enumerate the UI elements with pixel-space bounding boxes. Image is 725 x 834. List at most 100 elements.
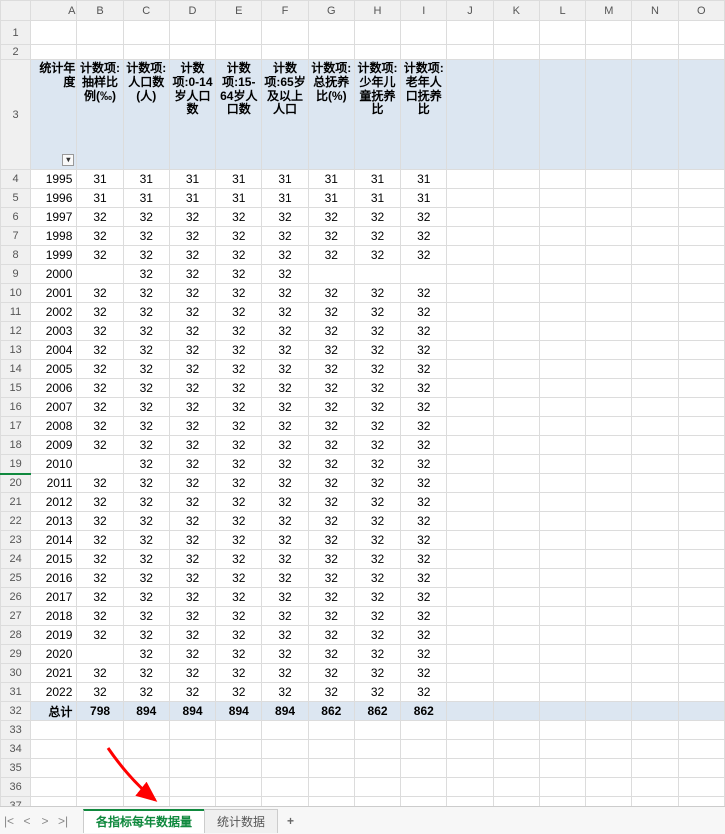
- cell-I12[interactable]: 32: [401, 322, 447, 341]
- cell-C31[interactable]: 32: [123, 683, 169, 702]
- cell-N34[interactable]: [632, 740, 678, 759]
- cell-F28[interactable]: 32: [262, 626, 308, 645]
- cell-D35[interactable]: [169, 759, 215, 778]
- cell-I34[interactable]: [401, 740, 447, 759]
- cell-C24[interactable]: 32: [123, 550, 169, 569]
- column-header-B[interactable]: B: [77, 1, 123, 21]
- column-header-N[interactable]: N: [632, 1, 678, 21]
- column-header-F[interactable]: F: [262, 1, 308, 21]
- cell-J7[interactable]: [447, 227, 493, 246]
- cell-A14[interactable]: 2005: [31, 360, 77, 379]
- cell-C15[interactable]: 32: [123, 379, 169, 398]
- row-header-11[interactable]: 11: [1, 303, 31, 322]
- cell-J30[interactable]: [447, 664, 493, 683]
- cell-L10[interactable]: [539, 284, 585, 303]
- cell-G33[interactable]: [308, 721, 354, 740]
- cell-N31[interactable]: [632, 683, 678, 702]
- cell-G26[interactable]: 32: [308, 588, 354, 607]
- cell-J5[interactable]: [447, 189, 493, 208]
- cell-E13[interactable]: 32: [216, 341, 262, 360]
- cell-N36[interactable]: [632, 778, 678, 797]
- cell-I36[interactable]: [401, 778, 447, 797]
- cell-O10[interactable]: [678, 284, 724, 303]
- cell-J25[interactable]: [447, 569, 493, 588]
- cell-J12[interactable]: [447, 322, 493, 341]
- cell-K17[interactable]: [493, 417, 539, 436]
- cell-B28[interactable]: 32: [77, 626, 123, 645]
- cell-I14[interactable]: 32: [401, 360, 447, 379]
- cell-M27[interactable]: [586, 607, 632, 626]
- cell-B24[interactable]: 32: [77, 550, 123, 569]
- row-header-16[interactable]: 16: [1, 398, 31, 417]
- cell-L6[interactable]: [539, 208, 585, 227]
- row-header-5[interactable]: 5: [1, 189, 31, 208]
- cell-H7[interactable]: 32: [354, 227, 400, 246]
- cell-N4[interactable]: [632, 170, 678, 189]
- cell-B21[interactable]: 32: [77, 493, 123, 512]
- cell-M33[interactable]: [586, 721, 632, 740]
- cell-M28[interactable]: [586, 626, 632, 645]
- cell-D7[interactable]: 32: [169, 227, 215, 246]
- cell-O7[interactable]: [678, 227, 724, 246]
- cell-I19[interactable]: 32: [401, 455, 447, 474]
- cell-J16[interactable]: [447, 398, 493, 417]
- cell-B16[interactable]: 32: [77, 398, 123, 417]
- cell-D31[interactable]: 32: [169, 683, 215, 702]
- cell-A26[interactable]: 2017: [31, 588, 77, 607]
- cell-H35[interactable]: [354, 759, 400, 778]
- cell-M18[interactable]: [586, 436, 632, 455]
- row-header-8[interactable]: 8: [1, 246, 31, 265]
- cell-G29[interactable]: 32: [308, 645, 354, 664]
- cell-I24[interactable]: 32: [401, 550, 447, 569]
- row-header-9[interactable]: 9: [1, 265, 31, 284]
- cell-C25[interactable]: 32: [123, 569, 169, 588]
- cell-E4[interactable]: 31: [216, 170, 262, 189]
- cell-M7[interactable]: [586, 227, 632, 246]
- cell-C6[interactable]: 32: [123, 208, 169, 227]
- cell-A36[interactable]: [31, 778, 77, 797]
- cell-K9[interactable]: [493, 265, 539, 284]
- cell-O28[interactable]: [678, 626, 724, 645]
- cell-F15[interactable]: 32: [262, 379, 308, 398]
- cell-D18[interactable]: 32: [169, 436, 215, 455]
- cell-L36[interactable]: [539, 778, 585, 797]
- cell-H33[interactable]: [354, 721, 400, 740]
- cell-B34[interactable]: [77, 740, 123, 759]
- cell-H15[interactable]: 32: [354, 379, 400, 398]
- cell-I25[interactable]: 32: [401, 569, 447, 588]
- cell-H25[interactable]: 32: [354, 569, 400, 588]
- cell-I1[interactable]: [401, 21, 447, 45]
- cell-A1[interactable]: [31, 21, 77, 45]
- cell-I17[interactable]: 32: [401, 417, 447, 436]
- cell-B33[interactable]: [77, 721, 123, 740]
- cell-K35[interactable]: [493, 759, 539, 778]
- cell-O19[interactable]: [678, 455, 724, 474]
- row-header-15[interactable]: 15: [1, 379, 31, 398]
- cell-O32[interactable]: [678, 702, 724, 721]
- cell-M21[interactable]: [586, 493, 632, 512]
- cell-H17[interactable]: 32: [354, 417, 400, 436]
- cell-B36[interactable]: [77, 778, 123, 797]
- row-header-29[interactable]: 29: [1, 645, 31, 664]
- cell-I30[interactable]: 32: [401, 664, 447, 683]
- cell-M17[interactable]: [586, 417, 632, 436]
- cell-K20[interactable]: [493, 474, 539, 493]
- cell-I27[interactable]: 32: [401, 607, 447, 626]
- cell-H21[interactable]: 32: [354, 493, 400, 512]
- cell-N21[interactable]: [632, 493, 678, 512]
- cell-N1[interactable]: [632, 21, 678, 45]
- cell-H26[interactable]: 32: [354, 588, 400, 607]
- cell-F18[interactable]: 32: [262, 436, 308, 455]
- cell-D33[interactable]: [169, 721, 215, 740]
- cell-M25[interactable]: [586, 569, 632, 588]
- cell-F17[interactable]: 32: [262, 417, 308, 436]
- cell-C8[interactable]: 32: [123, 246, 169, 265]
- cell-J15[interactable]: [447, 379, 493, 398]
- cell-K26[interactable]: [493, 588, 539, 607]
- column-header-G[interactable]: G: [308, 1, 354, 21]
- cell-C20[interactable]: 32: [123, 474, 169, 493]
- cell-E32[interactable]: 894: [216, 702, 262, 721]
- cell-K28[interactable]: [493, 626, 539, 645]
- nav-first-icon[interactable]: |<: [0, 807, 18, 834]
- cell-F35[interactable]: [262, 759, 308, 778]
